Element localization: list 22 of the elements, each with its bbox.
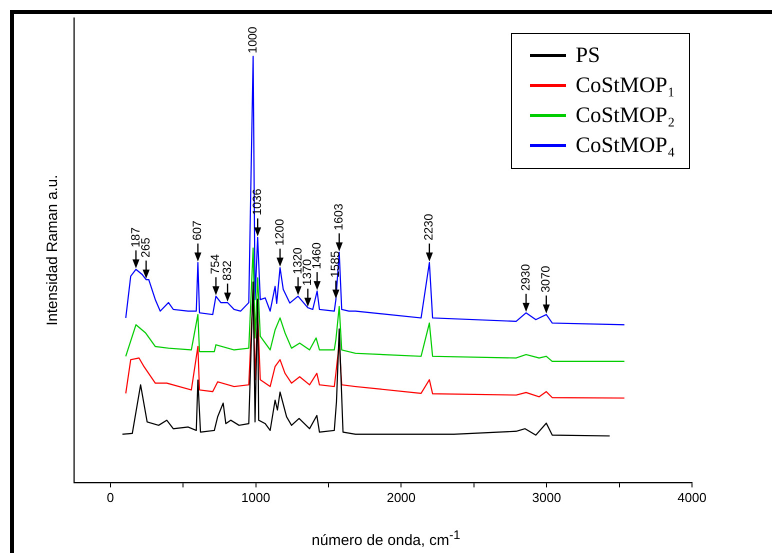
- x-tick-label: 1000: [241, 490, 270, 505]
- annotation: 1000: [245, 26, 260, 54]
- annotation: 832: [220, 260, 234, 281]
- legend-label: CoStMOP₂: [576, 101, 675, 129]
- legend-label: CoStMOP₁: [576, 71, 675, 99]
- annotation: 754: [208, 254, 222, 274]
- x-tick-label: 3000: [532, 490, 562, 505]
- annotation: 1036: [250, 188, 264, 216]
- x-axis-title: número de onda, cm$^{-1}$: [310, 528, 462, 549]
- annotation: 607: [190, 220, 204, 241]
- annotation: 2230: [422, 214, 436, 241]
- x-tick-label: 0: [106, 490, 114, 505]
- annotation: 2930: [518, 264, 532, 291]
- legend-label: CoStMOP₄: [576, 131, 675, 159]
- legend-label: PS: [576, 41, 600, 69]
- annotation: 3070: [538, 266, 553, 293]
- x-tick-label: 2000: [386, 490, 416, 505]
- annotation: 1200: [272, 218, 286, 246]
- x-tick-label: 4000: [678, 490, 706, 505]
- annotation: 1585: [328, 250, 342, 278]
- annotation: 1603: [332, 203, 346, 230]
- y-axis-title: Intensidad Raman a.u.: [44, 174, 62, 326]
